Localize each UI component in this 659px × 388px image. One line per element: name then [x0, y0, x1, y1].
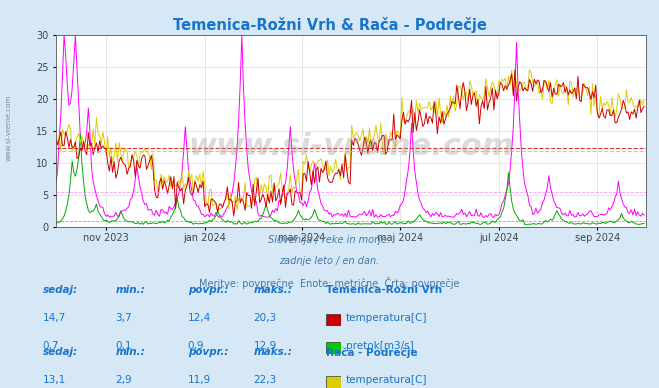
- Text: min.:: min.:: [115, 285, 145, 295]
- Text: zadnje leto / en dan.: zadnje leto / en dan.: [279, 256, 380, 266]
- Text: povpr.:: povpr.:: [188, 285, 228, 295]
- Text: 11,9: 11,9: [188, 375, 211, 385]
- Text: maks.:: maks.:: [254, 285, 293, 295]
- Text: www.si-vreme.com: www.si-vreme.com: [188, 132, 514, 161]
- Text: 0,7: 0,7: [43, 341, 59, 351]
- Text: 22,3: 22,3: [254, 375, 277, 385]
- Text: 13,1: 13,1: [43, 375, 66, 385]
- Text: Rača - Podrečje: Rača - Podrečje: [326, 347, 418, 358]
- Text: Temenica-Rožni Vrh & Rača - Podrečje: Temenica-Rožni Vrh & Rača - Podrečje: [173, 17, 486, 33]
- Text: 12,9: 12,9: [254, 341, 277, 351]
- Text: Meritve: povprečne  Enote: metrične  Črta: povprečje: Meritve: povprečne Enote: metrične Črta:…: [199, 277, 460, 289]
- Text: 3,7: 3,7: [115, 313, 132, 323]
- Text: temperatura[C]: temperatura[C]: [346, 375, 428, 385]
- Text: povpr.:: povpr.:: [188, 347, 228, 357]
- Text: maks.:: maks.:: [254, 347, 293, 357]
- Text: www.si-vreme.com: www.si-vreme.com: [5, 95, 11, 161]
- Text: 12,4: 12,4: [188, 313, 211, 323]
- Text: temperatura[C]: temperatura[C]: [346, 313, 428, 323]
- Text: sedaj:: sedaj:: [43, 347, 78, 357]
- Text: 14,7: 14,7: [43, 313, 66, 323]
- Text: Temenica-Rožni Vrh: Temenica-Rožni Vrh: [326, 285, 442, 295]
- Text: 0,1: 0,1: [115, 341, 132, 351]
- Text: Slovenija / reke in morje.: Slovenija / reke in morje.: [268, 235, 391, 245]
- Text: 0,9: 0,9: [188, 341, 204, 351]
- Text: min.:: min.:: [115, 347, 145, 357]
- Text: pretok[m3/s]: pretok[m3/s]: [346, 341, 414, 351]
- Text: sedaj:: sedaj:: [43, 285, 78, 295]
- Text: 20,3: 20,3: [254, 313, 277, 323]
- Text: 2,9: 2,9: [115, 375, 132, 385]
